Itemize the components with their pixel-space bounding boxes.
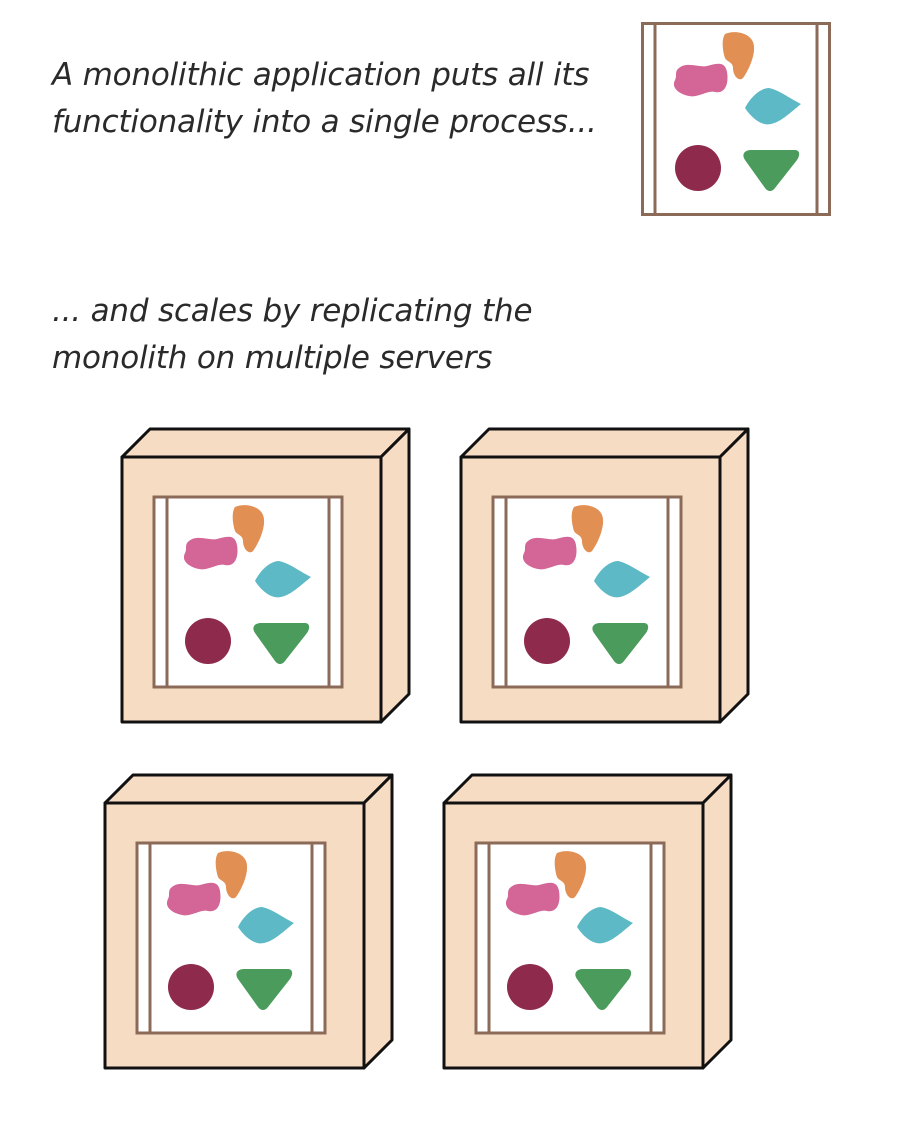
server-box-3 xyxy=(103,773,394,1070)
component-shapes xyxy=(183,505,311,664)
green-triangle-icon xyxy=(253,623,310,664)
pink-blob-icon xyxy=(505,882,560,916)
caption-monolith-line1: A monolithic application puts all its xyxy=(52,57,590,93)
caption-scaling-line2: monolith on multiple servers xyxy=(52,340,493,376)
monolith-process xyxy=(641,22,831,216)
server-top-face xyxy=(120,427,411,459)
maroon-circle-icon xyxy=(675,145,721,191)
component-shapes xyxy=(505,851,633,1010)
teal-diamond-icon xyxy=(238,907,294,944)
caption-scaling-line1: ... and scales by replicating the xyxy=(52,293,533,329)
orange-blob-icon xyxy=(722,32,755,80)
component-shapes xyxy=(166,851,294,1010)
caption-scaling: ... and scales by replicating the monoli… xyxy=(52,288,533,382)
maroon-circle-icon xyxy=(507,964,553,1010)
caption-monolith-line2: functionality into a single process... xyxy=(52,104,597,140)
component-shapes xyxy=(522,505,650,664)
server-top-face xyxy=(459,427,750,459)
server-top-face xyxy=(103,773,394,805)
teal-diamond-icon xyxy=(577,907,633,944)
teal-diamond-icon xyxy=(745,88,801,125)
pink-blob-icon xyxy=(183,536,238,570)
green-triangle-icon xyxy=(743,150,800,191)
orange-blob-icon xyxy=(554,851,587,899)
teal-diamond-icon xyxy=(594,561,650,598)
orange-blob-icon xyxy=(232,505,265,553)
green-triangle-icon xyxy=(236,969,293,1010)
caption-monolith: A monolithic application puts all its fu… xyxy=(52,52,597,146)
maroon-circle-icon xyxy=(185,618,231,664)
process-frame xyxy=(152,495,344,689)
server-side-face xyxy=(379,427,411,724)
server-side-face xyxy=(362,773,394,1070)
pink-blob-icon xyxy=(522,536,577,570)
maroon-circle-icon xyxy=(524,618,570,664)
server-side-face xyxy=(718,427,750,724)
server-box-2 xyxy=(459,427,750,724)
green-triangle-icon xyxy=(592,623,649,664)
server-box-4 xyxy=(442,773,733,1070)
orange-blob-icon xyxy=(571,505,604,553)
maroon-circle-icon xyxy=(168,964,214,1010)
server-box-1 xyxy=(120,427,411,724)
pink-blob-icon xyxy=(166,882,221,916)
component-shapes xyxy=(673,32,801,191)
teal-diamond-icon xyxy=(255,561,311,598)
server-side-face xyxy=(701,773,733,1070)
process-frame xyxy=(135,841,327,1035)
orange-blob-icon xyxy=(215,851,248,899)
server-top-face xyxy=(442,773,733,805)
green-triangle-icon xyxy=(575,969,632,1010)
pink-blob-icon xyxy=(673,63,728,97)
